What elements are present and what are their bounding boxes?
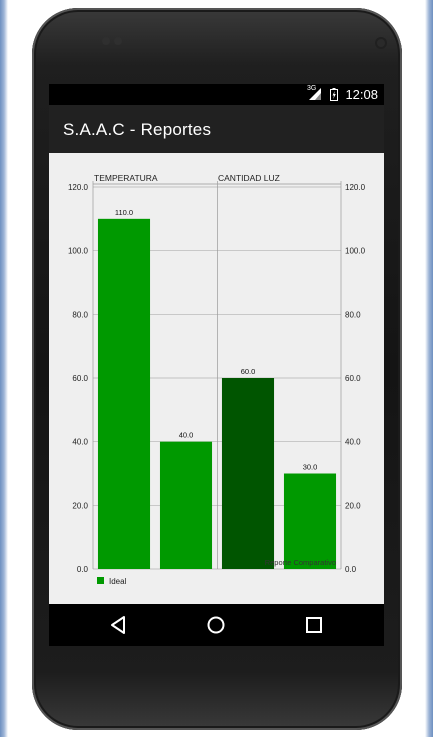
legend-color-box — [97, 577, 104, 584]
bar-value-label: 110.0 — [115, 208, 133, 217]
chart-description: Reporte Comparativo — [265, 558, 336, 567]
y-tick-right: 20.0 — [345, 501, 361, 510]
bar-1[interactable] — [97, 218, 151, 569]
report-content: 0.0 0.0 20.0 20.0 40.0 40.0 60.0 60.0 80.0 80.0 10… — [49, 153, 384, 604]
y-tick-right: 80.0 — [345, 310, 361, 319]
app-bar: S.A.A.C - Reportes — [49, 105, 384, 153]
navigation-bar — [49, 604, 384, 646]
y-tick-left: 40.0 — [72, 438, 88, 447]
status-time: 12:08 — [345, 87, 378, 102]
y-tick-left: 0.0 — [77, 565, 89, 574]
bar-chart[interactable]: 0.0 0.0 20.0 20.0 40.0 40.0 60.0 60.0 80.0 80.0 10… — [49, 153, 384, 604]
y-tick-left: 100.0 — [68, 247, 89, 256]
y-tick-left: 120.0 — [68, 183, 89, 192]
bar-2[interactable] — [159, 441, 213, 569]
bar-3[interactable] — [221, 378, 275, 569]
y-tick-right: 100.0 — [345, 247, 366, 256]
signal-icon — [309, 88, 321, 100]
bar-value-label: 60.0 — [241, 367, 256, 376]
y-tick-right: 60.0 — [345, 374, 361, 383]
home-icon[interactable] — [205, 614, 227, 636]
legend-label-ideal: Ideal — [109, 577, 127, 586]
status-bar: 3G 12:08 — [49, 84, 384, 105]
y-tick-left: 20.0 — [72, 501, 88, 510]
app-title: S.A.A.C - Reportes — [63, 120, 212, 139]
battery-icon — [330, 88, 338, 101]
bar-4[interactable] — [283, 473, 337, 570]
y-tick-right: 120.0 — [345, 183, 366, 192]
device-screen: 3G 12:08 S.A.A.C - Reportes 0.0 0.0 20.0 20… — [49, 84, 384, 646]
speaker-grille — [102, 37, 128, 47]
network-type: 3G — [307, 85, 317, 92]
back-icon[interactable] — [108, 614, 130, 636]
chart-category-temperatura: TEMPERATURA — [94, 173, 158, 183]
y-tick-left: 60.0 — [72, 374, 88, 383]
y-tick-right: 40.0 — [345, 438, 361, 447]
bar-value-label: 40.0 — [179, 431, 194, 440]
chart-category-cantidad-luz: CANTIDAD LUZ — [218, 173, 280, 183]
front-camera — [375, 37, 387, 49]
y-tick-right: 0.0 — [345, 565, 357, 574]
y-tick-left: 80.0 — [72, 310, 88, 319]
bar-value-label: 30.0 — [303, 463, 318, 472]
recents-icon[interactable] — [303, 614, 325, 636]
